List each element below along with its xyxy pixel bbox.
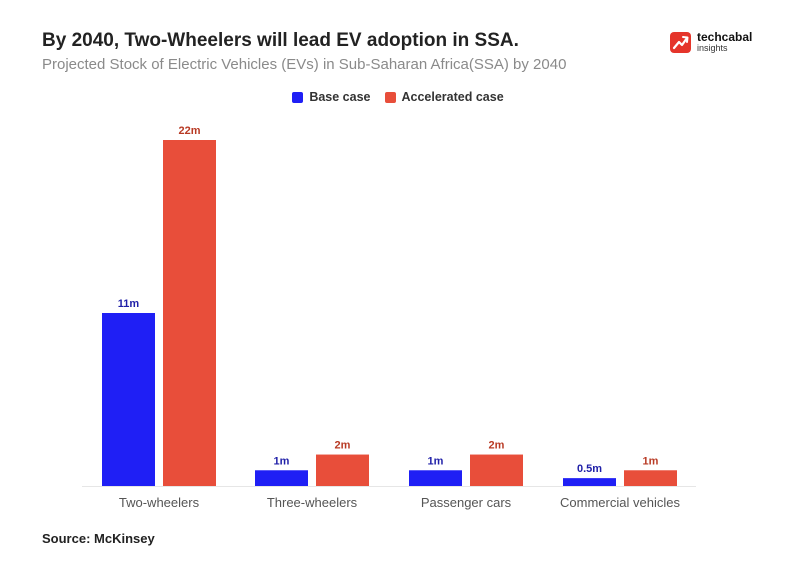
bar-accelerated-0 [163,140,216,486]
brand-logo: techcabal insights [670,31,752,53]
data-label-base-2: 1m [428,455,444,467]
bar-base-3 [563,478,616,486]
bar-base-0 [102,313,155,486]
data-label-base-1: 1m [274,455,290,467]
data-label-accelerated-1: 2m [335,440,351,452]
logo-name: techcabal [697,30,753,44]
chart-subtitle: Projected Stock of Electric Vehicles (EV… [42,56,567,73]
x-tick-label-3: Commercial vehicles [560,495,680,510]
bar-accelerated-1 [316,454,369,486]
x-tick-label-1: Three-wheelers [267,495,358,510]
legend-label-base: Base case [309,90,371,104]
bar-accelerated-3 [624,470,677,486]
legend-item-base: Base case [292,90,371,104]
chart-title: By 2040, Two-Wheelers will lead EV adopt… [42,30,519,51]
logo-subtitle: insights [697,43,728,53]
bar-accelerated-2 [470,454,523,486]
data-label-base-3: 0.5m [577,463,602,475]
bar-base-2 [409,470,462,486]
legend-swatch-base [292,91,304,103]
source-note: Source: McKinsey [42,531,155,546]
bar-base-1 [255,470,308,486]
trend-arrow-icon [670,31,691,53]
chart-legend: Base case Accelerated case [0,90,796,104]
data-label-base-0: 11m [118,298,140,310]
legend-item-accelerated: Accelerated case [384,90,504,104]
legend-label-accelerated: Accelerated case [401,90,504,104]
data-label-accelerated-2: 2m [489,440,505,452]
data-label-accelerated-3: 1m [643,455,659,467]
data-label-accelerated-0: 22m [178,125,200,137]
x-tick-label-0: Two-wheelers [119,495,200,510]
legend-swatch-accelerated [384,91,396,103]
x-tick-label-2: Passenger cars [421,495,512,510]
